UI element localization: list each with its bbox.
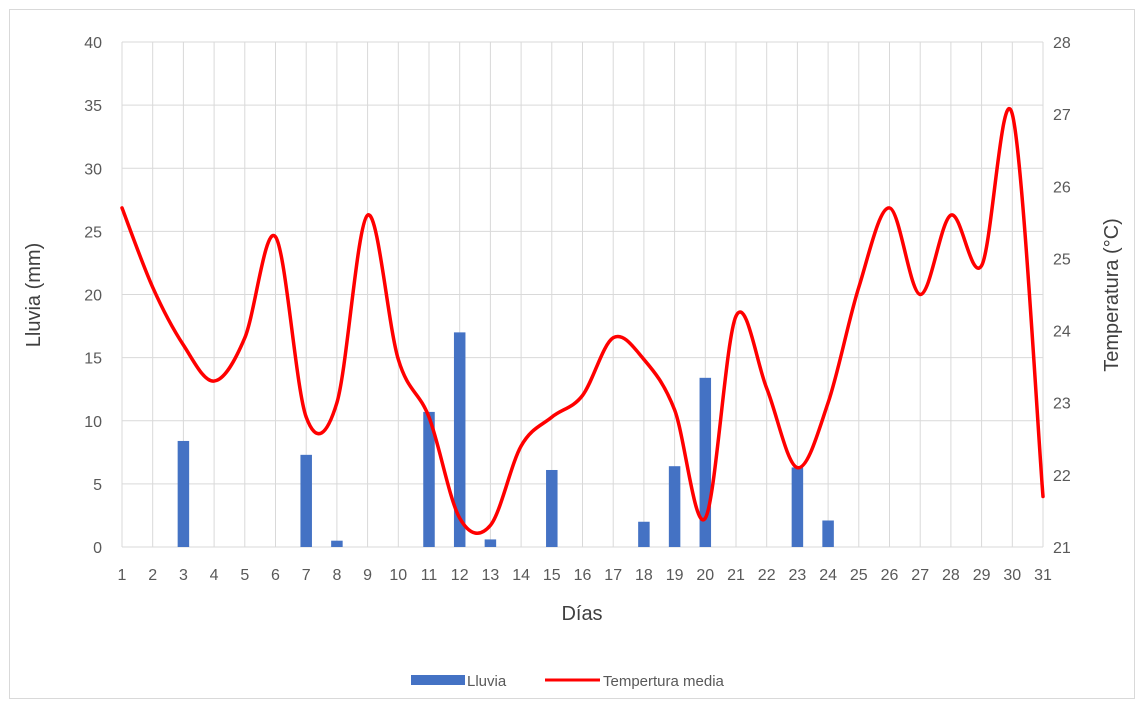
left-tick-label-25: 25	[84, 224, 102, 241]
right-tick-label-27: 27	[1053, 107, 1071, 124]
x-tick-label-13: 13	[482, 567, 500, 584]
right-tick-label-28: 28	[1053, 35, 1071, 52]
bar-day-20	[699, 377, 712, 547]
bar-day-23	[791, 467, 804, 547]
right-tick-label-21: 21	[1053, 540, 1071, 557]
x-tick-label-8: 8	[332, 567, 341, 584]
x-tick-label-16: 16	[574, 567, 592, 584]
right-tick-label-25: 25	[1053, 251, 1071, 268]
left-y-axis-title: Lluvia (mm)	[23, 243, 45, 347]
left-tick-label-10: 10	[84, 414, 102, 431]
right-tick-label-22: 22	[1053, 468, 1071, 485]
x-tick-label-29: 29	[973, 567, 991, 584]
legend: Lluvia Tempertura media	[411, 673, 725, 690]
bar-day-15	[546, 469, 558, 547]
bar-day-18	[638, 521, 650, 547]
x-tick-label-3: 3	[179, 567, 188, 584]
temperature-line	[120, 107, 1045, 535]
chart-frame	[9, 9, 1135, 699]
x-tick-layer: 1 2 3 4 5 6 7 8 9 10 11 12 13 14 15 16 17 18 19 20 21 22 23 24 2…	[118, 567, 1052, 584]
left-tick-layer: 0 5 10 15 20 25 30 35 40	[84, 35, 102, 557]
right-tick-layer: 21 22 23 24 25 26 27 28	[1053, 35, 1071, 557]
x-tick-label-22: 22	[758, 567, 776, 584]
right-tick-label-24: 24	[1053, 324, 1071, 341]
legend-label-lluvia: Lluvia	[467, 673, 507, 690]
left-tick-label-15: 15	[84, 351, 102, 368]
left-tick-label-5: 5	[93, 477, 102, 494]
legend-label-temperatura: Tempertura media	[603, 673, 725, 690]
bar-day-19	[668, 466, 681, 547]
x-tick-label-17: 17	[604, 567, 622, 584]
left-tick-label-20: 20	[84, 288, 102, 305]
x-tick-label-2: 2	[148, 567, 157, 584]
x-tick-label-21: 21	[727, 567, 745, 584]
x-tick-label-11: 11	[421, 567, 438, 584]
line-layer	[120, 107, 1045, 535]
bar-layer	[177, 332, 834, 547]
left-tick-label-40: 40	[84, 35, 102, 52]
x-tick-label-7: 7	[302, 567, 311, 584]
right-tick-label-26: 26	[1053, 179, 1071, 196]
x-tick-label-25: 25	[850, 567, 868, 584]
x-tick-label-10: 10	[389, 567, 407, 584]
bar-day-24	[822, 520, 834, 547]
bar-day-3	[177, 440, 190, 547]
x-tick-label-12: 12	[451, 567, 469, 584]
x-tick-label-18: 18	[635, 567, 653, 584]
x-tick-label-27: 27	[911, 567, 929, 584]
bar-day-12	[453, 332, 466, 547]
left-tick-label-0: 0	[93, 540, 102, 557]
x-tick-label-20: 20	[696, 567, 714, 584]
x-tick-label-14: 14	[512, 567, 530, 584]
bar-day-11	[423, 411, 435, 547]
bar-day-7	[300, 454, 312, 547]
right-tick-label-23: 23	[1053, 396, 1071, 413]
bar-day-13	[484, 539, 497, 547]
x-tick-label-23: 23	[789, 567, 807, 584]
bar-day-8	[331, 540, 343, 547]
grid-layer	[121, 41, 1044, 548]
left-tick-label-30: 30	[84, 161, 102, 178]
x-tick-label-31: 31	[1034, 567, 1052, 584]
left-tick-label-35: 35	[84, 98, 102, 115]
x-tick-label-28: 28	[942, 567, 960, 584]
right-y-axis-title: Temperatura (°C)	[1101, 218, 1123, 372]
x-tick-label-24: 24	[819, 567, 837, 584]
x-tick-label-19: 19	[666, 567, 684, 584]
x-tick-label-4: 4	[210, 567, 219, 584]
x-tick-label-6: 6	[271, 567, 280, 584]
x-tick-label-9: 9	[363, 567, 372, 584]
x-axis-title: Días	[561, 603, 602, 625]
legend-swatch-lluvia	[411, 675, 465, 685]
x-tick-label-26: 26	[881, 567, 899, 584]
x-tick-label-5: 5	[240, 567, 249, 584]
x-tick-label-1: 1	[118, 567, 127, 584]
x-tick-label-30: 30	[1003, 567, 1021, 584]
x-tick-label-15: 15	[543, 567, 561, 584]
